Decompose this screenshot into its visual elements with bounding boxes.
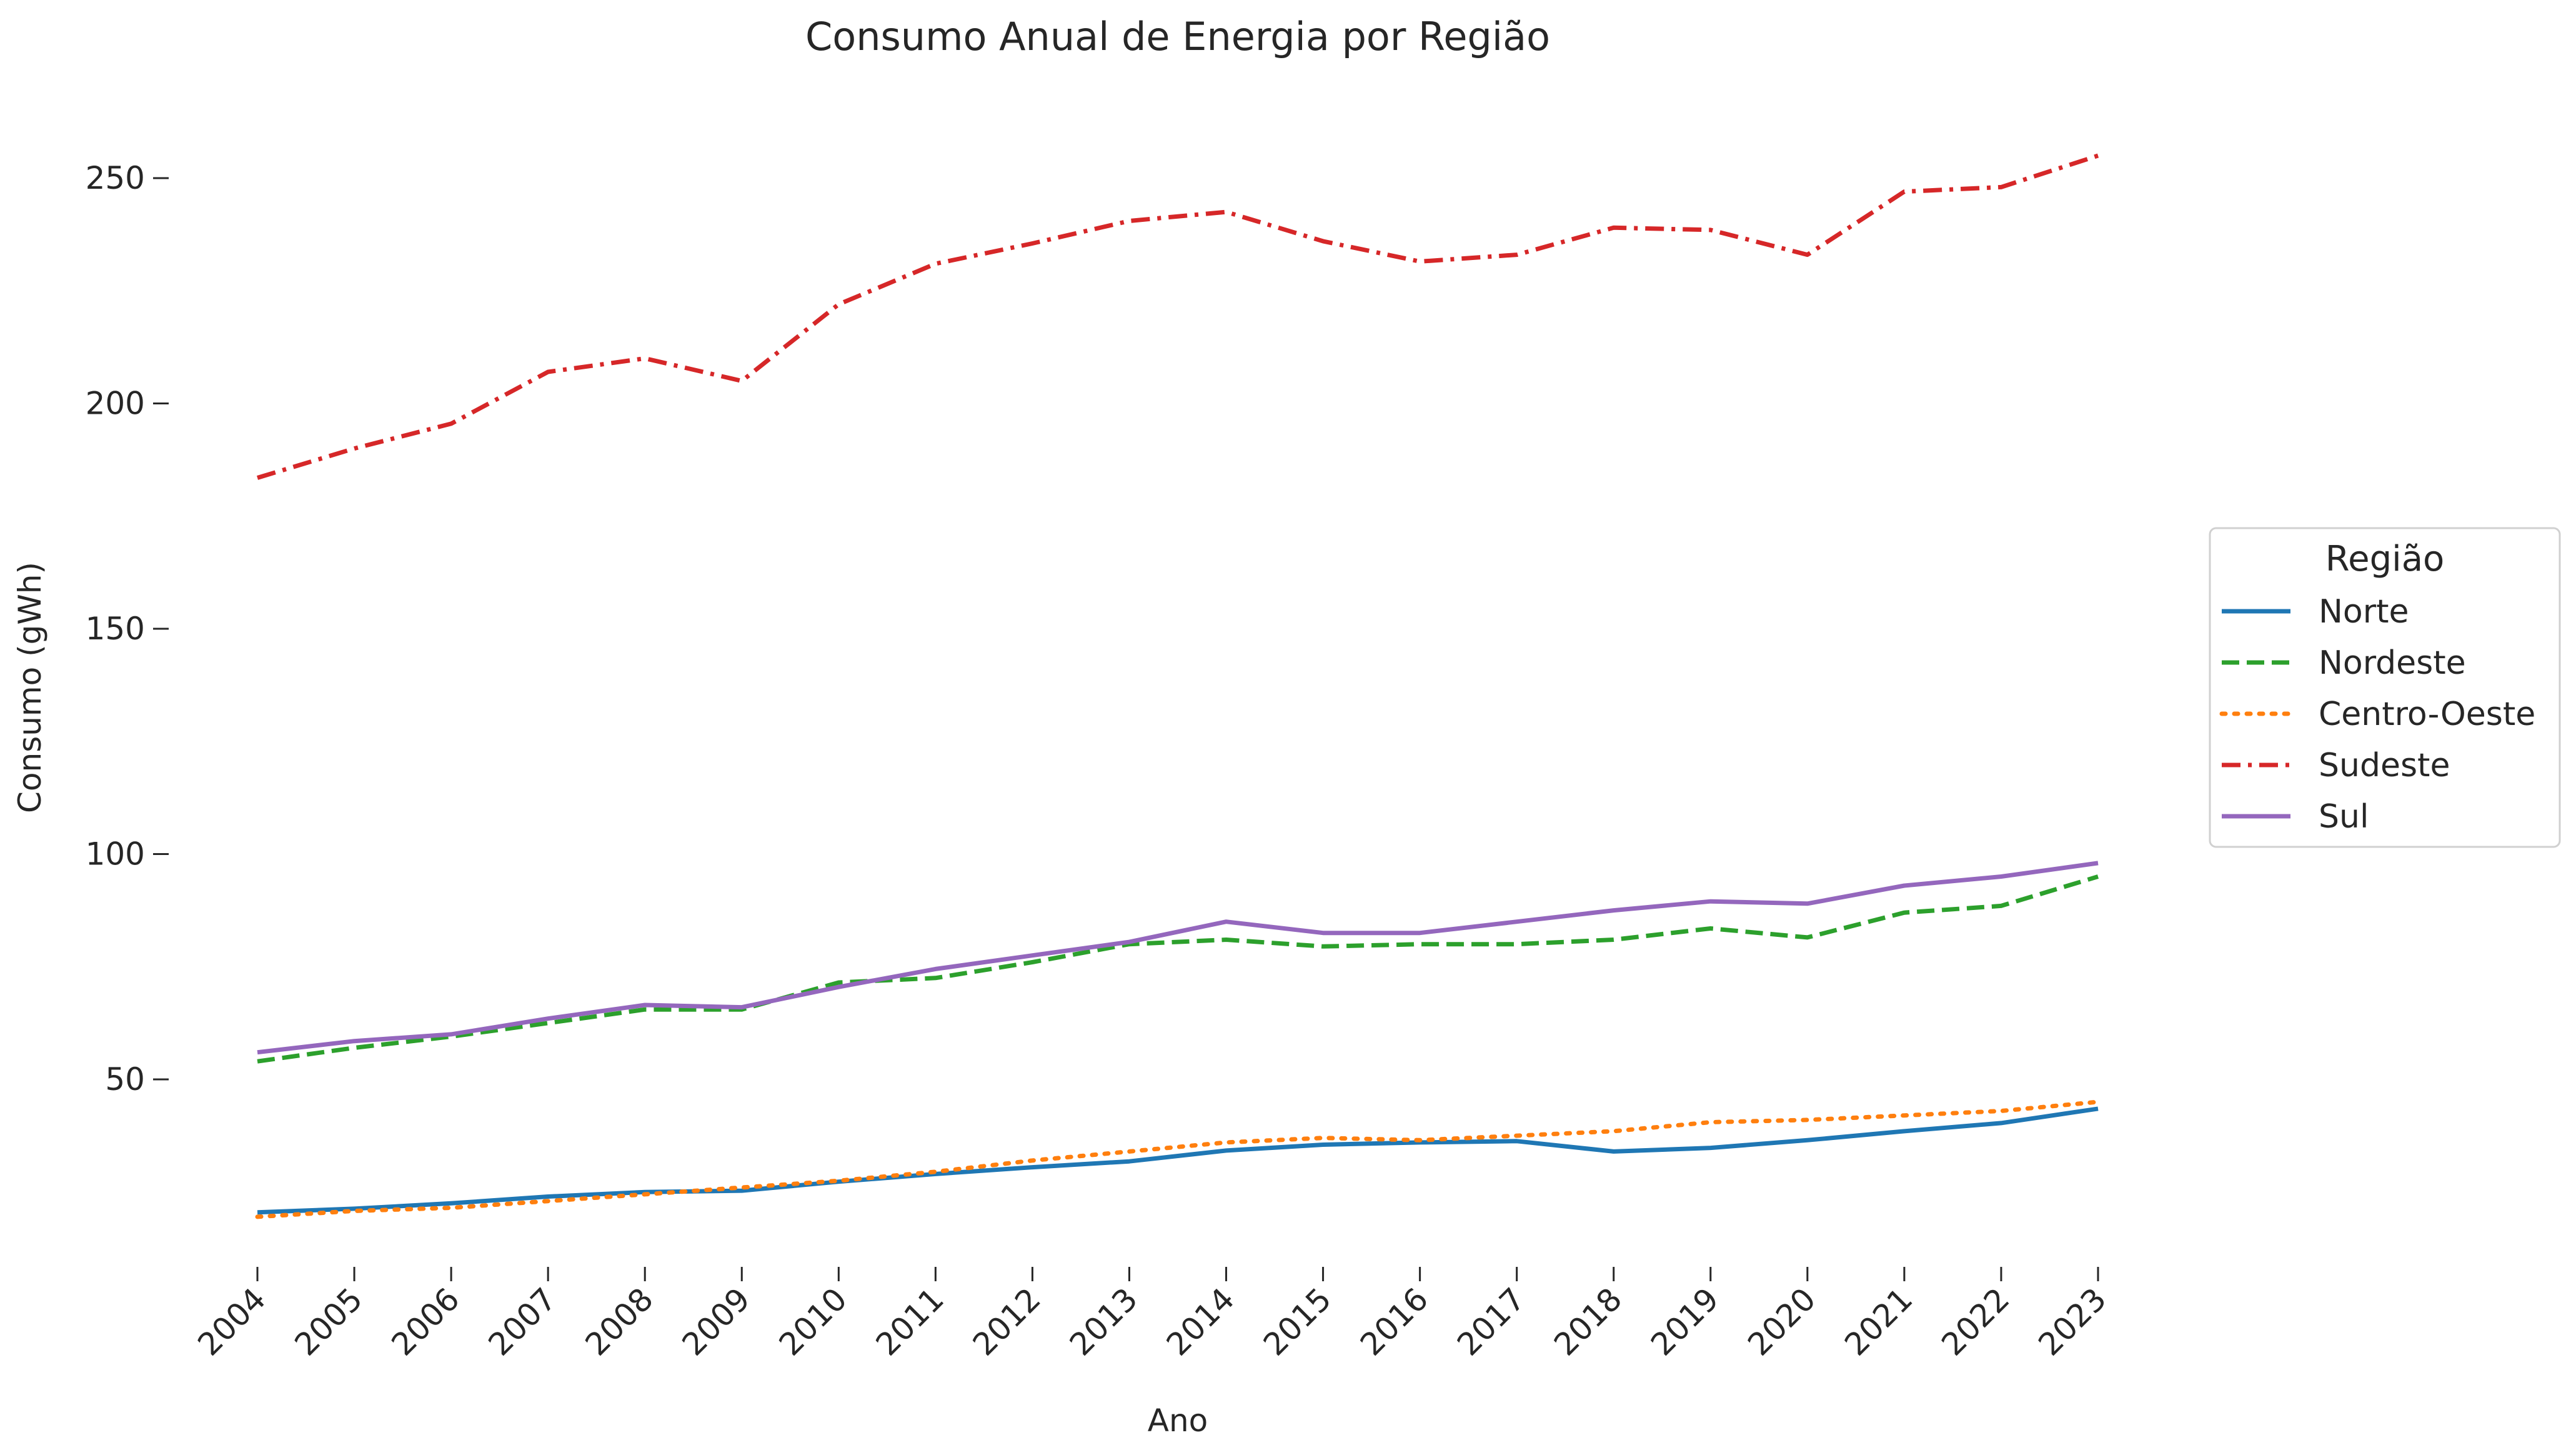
x-tick-label: 2006 bbox=[385, 1281, 467, 1362]
y-tick-label: 200 bbox=[86, 386, 145, 422]
legend-title: Região bbox=[2325, 539, 2445, 579]
plot-area bbox=[255, 153, 2101, 1219]
x-tick-label: 2008 bbox=[579, 1281, 660, 1362]
legend-label: Sul bbox=[2319, 798, 2369, 836]
series-line-centro-oeste bbox=[255, 1099, 2101, 1219]
legend-label: Sudeste bbox=[2319, 747, 2450, 784]
x-tick-label: 2014 bbox=[1160, 1281, 1241, 1362]
x-tick-label: 2012 bbox=[966, 1281, 1048, 1362]
x-axis: 2004 2005 2006 2007 2008 2009 2010 2011 2012 2013… bbox=[191, 1267, 2113, 1362]
x-tick-label: 2019 bbox=[1644, 1281, 1726, 1362]
x-tick-label: 2013 bbox=[1063, 1281, 1145, 1362]
series-line-nordeste bbox=[257, 874, 2099, 1064]
legend-label: Norte bbox=[2319, 593, 2409, 631]
x-tick-label: 2009 bbox=[675, 1281, 757, 1362]
x-tick-label: 2015 bbox=[1256, 1281, 1338, 1362]
x-tick-label: 2018 bbox=[1547, 1281, 1629, 1362]
legend: Região Norte Nordeste Centro-Oeste Sudeste S… bbox=[2209, 527, 2561, 848]
y-tick-label: 50 bbox=[105, 1061, 145, 1098]
x-tick-label: 2020 bbox=[1741, 1281, 1823, 1362]
x-tick-label: 2007 bbox=[482, 1281, 564, 1362]
series-line-sudeste bbox=[256, 153, 2099, 480]
x-tick-label: 2017 bbox=[1450, 1281, 1532, 1362]
x-axis-label: Ano bbox=[1148, 1402, 1208, 1439]
x-tick-label: 2011 bbox=[869, 1281, 951, 1362]
x-tick-label: 2010 bbox=[772, 1281, 854, 1362]
y-axis: 50 100 150 200 250 bbox=[86, 160, 169, 1098]
series-line-norte bbox=[257, 1106, 2099, 1215]
x-tick-label: 2016 bbox=[1353, 1281, 1435, 1362]
legend-label: Centro-Oeste bbox=[2319, 696, 2535, 733]
x-tick-label: 2022 bbox=[1934, 1281, 2016, 1362]
y-tick-label: 150 bbox=[86, 611, 145, 647]
series-line-sul bbox=[257, 861, 2099, 1055]
y-axis-label: Consumo (gWh) bbox=[12, 562, 48, 813]
x-tick-label: 2004 bbox=[191, 1281, 272, 1362]
chart-title: Consumo Anual de Energia por Região bbox=[805, 14, 1550, 59]
legend-label: Nordeste bbox=[2319, 644, 2466, 682]
y-tick-label: 250 bbox=[86, 160, 145, 196]
y-tick-label: 100 bbox=[86, 836, 145, 872]
x-tick-label: 2023 bbox=[2031, 1281, 2113, 1362]
x-tick-label: 2021 bbox=[1838, 1281, 1919, 1362]
x-tick-label: 2005 bbox=[288, 1281, 370, 1362]
legend-box bbox=[2209, 527, 2561, 848]
